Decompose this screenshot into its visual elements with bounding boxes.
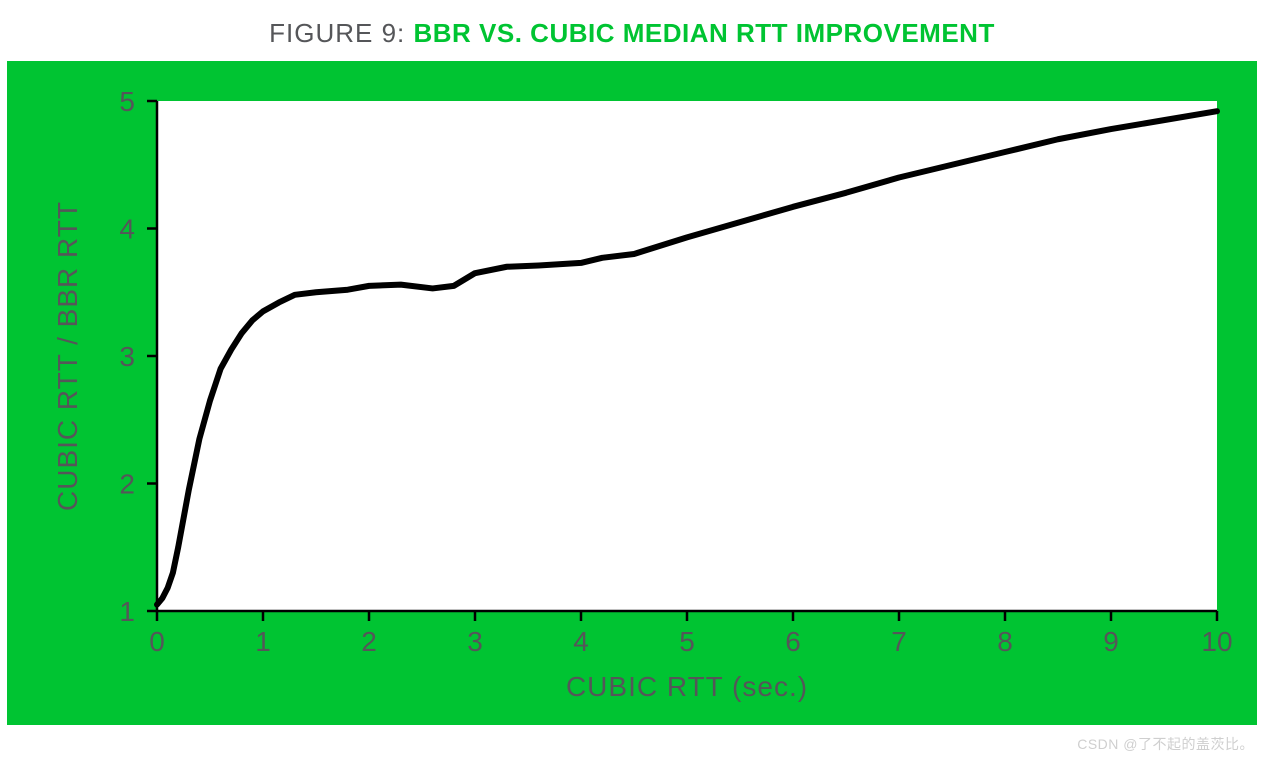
watermark: CSDN @了不起的盖茨比。 xyxy=(1077,734,1254,754)
y-tick-label: 3 xyxy=(119,341,135,372)
x-axis-label: CUBIC RTT (sec.) xyxy=(566,671,808,702)
x-tick-label: 4 xyxy=(573,626,589,657)
x-tick-label: 5 xyxy=(679,626,695,657)
figure-title: FIGURE 9: BBR VS. CUBIC MEDIAN RTT IMPRO… xyxy=(0,0,1264,61)
y-axis-label: CUBIC RTT / BBR RTT xyxy=(52,201,83,511)
chart-svg: 01234567891012345CUBIC RTT (sec.)CUBIC R… xyxy=(7,61,1257,725)
chart-frame: 01234567891012345CUBIC RTT (sec.)CUBIC R… xyxy=(7,61,1257,725)
x-tick-label: 1 xyxy=(255,626,271,657)
x-tick-label: 3 xyxy=(467,626,483,657)
y-tick-label: 1 xyxy=(119,596,135,627)
x-tick-label: 9 xyxy=(1103,626,1119,657)
x-tick-label: 7 xyxy=(891,626,907,657)
figure-title-main: BBR VS. CUBIC MEDIAN RTT IMPROVEMENT xyxy=(414,18,995,48)
x-tick-label: 10 xyxy=(1201,626,1232,657)
y-tick-label: 4 xyxy=(119,214,135,245)
x-tick-label: 8 xyxy=(997,626,1013,657)
x-tick-label: 2 xyxy=(361,626,377,657)
x-tick-label: 6 xyxy=(785,626,801,657)
figure-title-prefix: FIGURE 9: xyxy=(269,18,413,48)
x-tick-label: 0 xyxy=(149,626,165,657)
y-tick-label: 2 xyxy=(119,469,135,500)
y-tick-label: 5 xyxy=(119,86,135,117)
